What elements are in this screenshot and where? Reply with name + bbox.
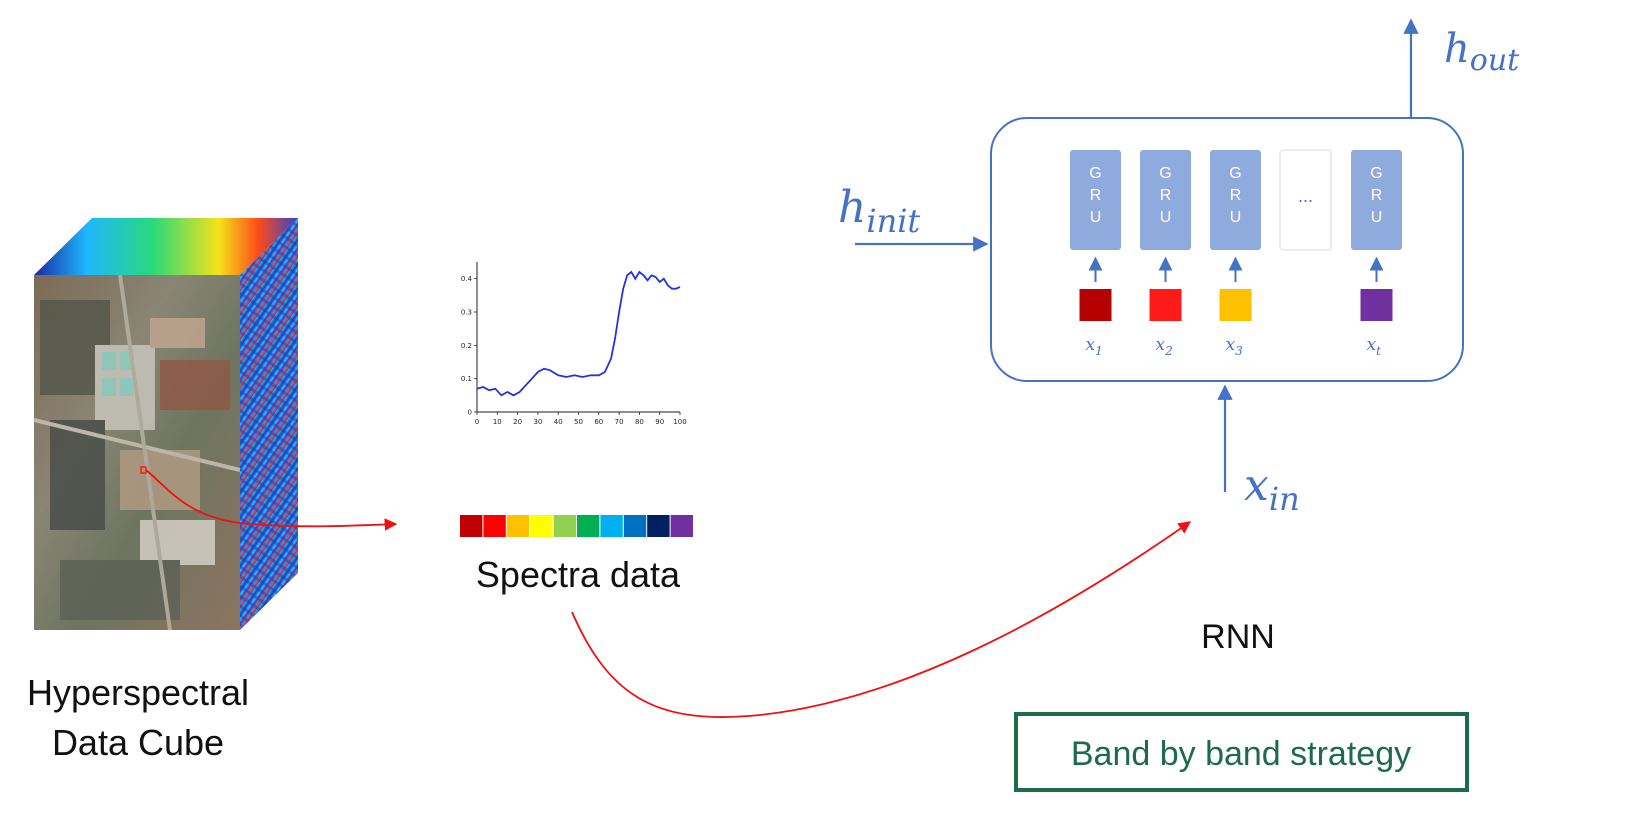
spectra-title: Spectra data (476, 554, 681, 595)
strategy-box (1014, 712, 1469, 792)
spectrum-y-tick-label: 0 (468, 409, 472, 417)
spectrum-x-tick-label: 20 (513, 418, 522, 426)
spectra-band-swatch (577, 515, 600, 537)
cube-side-face (240, 218, 298, 630)
hyperspectral-cube (33, 218, 298, 631)
spectrum-x-tick-label: 10 (493, 418, 502, 426)
gru-input-label: x1 (1086, 335, 1103, 358)
spectra-band-swatch (460, 515, 483, 537)
strategy-label: Band by band strategy (1071, 735, 1411, 773)
gru-letter: G (1089, 165, 1101, 182)
spectrum-x-tick-label: 60 (594, 418, 603, 426)
spectrum-y-tick-label: 0.2 (461, 342, 472, 350)
h-out-label: hout (1444, 26, 1520, 78)
spectrum-chart: 0 10 20 30 40 50 60 70 80 90 100 0 0.1 0.2 0.3 0.4 (461, 262, 687, 426)
spectrum-y-tick-label: 0.4 (461, 275, 473, 283)
rnn-box (990, 117, 1464, 382)
spectrum-x-tick-label: 70 (615, 418, 624, 426)
spectrum-y-tick-label: 0.3 (461, 309, 472, 317)
gru-ellipsis: ... (1298, 186, 1313, 206)
spectrum-y-tick-label: 0.1 (461, 375, 472, 383)
cube-title-line2: Data Cube (52, 722, 224, 763)
gru-cell-placeholder (1279, 149, 1332, 251)
spectrum-x-tick-label: 90 (655, 418, 664, 426)
gru-letter: R (1371, 187, 1383, 204)
spectra-band-swatch (483, 515, 506, 537)
spectra-band-swatch (670, 515, 693, 537)
x-in-label: xin (1244, 460, 1300, 518)
gru-input-swatch (1360, 289, 1393, 321)
gru-letter: U (1160, 209, 1172, 226)
rnn-title: RNN (1201, 618, 1275, 656)
spectra-band-swatch (530, 515, 553, 537)
arrow-cube-to-spectra (145, 469, 398, 531)
h-init-base: h (838, 182, 866, 233)
gru-input-swatch (1079, 289, 1112, 321)
gru-letter: G (1370, 165, 1382, 182)
gru-letter: R (1230, 187, 1242, 204)
spectra-band-swatch (647, 515, 670, 537)
spectrum-x-tick-label: 0 (475, 418, 479, 426)
gru-letter: R (1160, 187, 1172, 204)
spectra-band-swatch (623, 515, 647, 537)
gru-input-label: x2 (1156, 335, 1173, 358)
gru-letter: R (1090, 187, 1102, 204)
gru-cell (1070, 150, 1121, 250)
cube-front-details (33, 274, 241, 631)
x-in-sub: in (1269, 480, 1300, 518)
gru-letter: G (1229, 165, 1241, 182)
spectrum-x-tick-label: 100 (673, 418, 686, 426)
arrow-spectra-to-rnn (571, 521, 1192, 718)
spectrum-x-tick-label: 40 (554, 418, 563, 426)
cube-top-face (34, 218, 298, 275)
x-in-base: x (1244, 460, 1269, 511)
gru-letter: U (1230, 209, 1242, 226)
spectrum-x-tick-label: 50 (574, 418, 583, 426)
gru-input-label: x3 (1226, 335, 1244, 358)
gru-input-swatch (1219, 289, 1252, 321)
gru-input-swatch (1149, 289, 1182, 321)
cube-title-line1: Hyperspectral (27, 672, 249, 713)
spectrum-line (476, 270, 681, 397)
spectrum-x-tick-label: 30 (533, 418, 542, 426)
gru-letter: U (1090, 209, 1102, 226)
h-init-label: hinit (838, 182, 920, 240)
spectra-band-swatch (506, 515, 530, 537)
spectrum-x-tick-label: 80 (635, 418, 644, 426)
h-out-base: h (1444, 26, 1470, 72)
gru-cell (1351, 150, 1402, 250)
spectra-band-swatch (600, 515, 623, 537)
h-init-sub: init (866, 202, 920, 240)
gru-cell (1140, 150, 1191, 250)
gru-letter: G (1159, 165, 1171, 182)
h-out-sub: out (1470, 43, 1520, 78)
spectra-band-swatch (553, 515, 576, 537)
gru-cell (1210, 150, 1261, 250)
spectra-band-bar (460, 515, 693, 537)
gru-letter: U (1371, 209, 1383, 226)
gru-input-label: xt (1367, 335, 1382, 358)
